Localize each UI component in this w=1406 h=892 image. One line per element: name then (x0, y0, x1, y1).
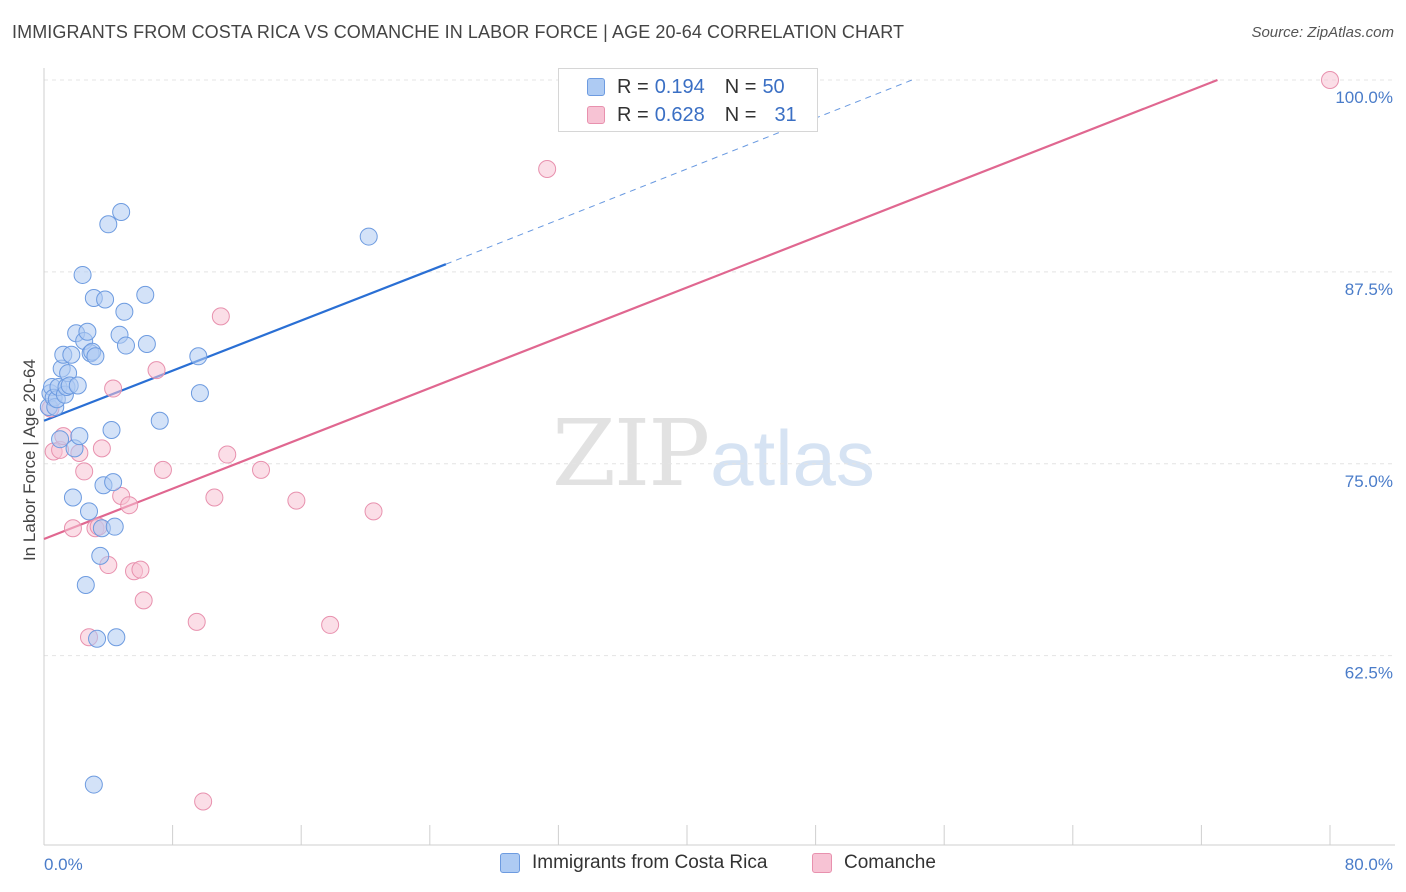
point-costa-rica (62, 345, 81, 364)
point-costa-rica (76, 576, 95, 595)
watermark-zip: ZIP (552, 400, 710, 507)
data-points (39, 71, 1339, 811)
source-label: Source: ZipAtlas.com (1251, 24, 1394, 41)
point-costa-rica (359, 227, 378, 246)
legend-label-comanche: Comanche (844, 852, 936, 873)
legend-n-value: 31 (774, 103, 797, 126)
point-costa-rica (51, 430, 70, 449)
legend-r-value: 0.194 (654, 75, 705, 98)
series-legend: Immigrants from Costa Rica Comanche (0, 852, 1406, 878)
point-costa-rica (116, 336, 135, 355)
legend-n-label: N = (724, 75, 757, 98)
grid-lines (44, 79, 1395, 657)
point-costa-rica (86, 347, 105, 366)
legend-item-costa-rica[interactable]: Immigrants from Costa Rica (500, 852, 767, 874)
point-comanche (194, 792, 213, 811)
point-comanche (75, 462, 94, 481)
point-costa-rica (189, 347, 208, 366)
point-comanche (153, 460, 172, 479)
chart-title: IMMIGRANTS FROM COSTA RICA VS COMANCHE I… (12, 22, 905, 42)
point-comanche (1321, 71, 1339, 89)
x-tick-label: 0.0% (44, 855, 83, 874)
point-costa-rica (104, 473, 123, 492)
legend-n-label: N = (724, 103, 757, 126)
legend-n-value: 50 (762, 75, 785, 98)
point-comanche (131, 560, 150, 579)
point-costa-rica (96, 290, 115, 309)
point-comanche (287, 491, 306, 510)
legend-swatch-blue (587, 78, 605, 96)
point-costa-rica (150, 411, 169, 430)
point-costa-rica (115, 302, 134, 321)
point-costa-rica (137, 335, 156, 354)
watermark: ZIPatlas (552, 400, 875, 507)
point-comanche (321, 615, 340, 634)
y-tick-label: 75.0% (1345, 472, 1393, 491)
watermark-atlas: atlas (710, 414, 875, 502)
point-costa-rica (73, 265, 92, 284)
axes (43, 68, 1395, 846)
x-tick-label: 80.0% (1345, 855, 1393, 874)
point-comanche (92, 439, 111, 458)
point-costa-rica (190, 384, 209, 403)
point-costa-rica (68, 376, 87, 395)
point-costa-rica (105, 517, 124, 536)
legend-swatch-pink (587, 106, 605, 124)
point-costa-rica (80, 502, 99, 521)
y-tick-label: 62.5% (1345, 664, 1393, 683)
point-costa-rica (70, 427, 89, 446)
trend-line-comanche (43, 78, 1218, 540)
point-costa-rica (99, 215, 118, 234)
point-costa-rica (136, 285, 155, 304)
point-comanche (211, 307, 230, 326)
trend-line-costa-rica (43, 263, 447, 422)
point-comanche (134, 591, 153, 610)
point-costa-rica (91, 546, 110, 565)
legend-r-label: R = (617, 103, 649, 126)
y-tick-label: 87.5% (1345, 280, 1393, 299)
point-comanche (187, 612, 206, 631)
point-comanche (104, 379, 123, 398)
legend-row-costa-rica: R = 0.194 N = 50 (559, 73, 785, 101)
point-comanche (364, 502, 383, 521)
point-costa-rica (78, 322, 97, 341)
legend-row-comanche: R = 0.628 N = 31 (559, 101, 797, 129)
point-costa-rica (63, 488, 82, 507)
legend-r-value: 0.628 (654, 103, 705, 126)
point-comanche (205, 488, 224, 507)
legend-item-comanche[interactable]: Comanche (812, 852, 936, 874)
point-comanche (120, 496, 139, 515)
point-costa-rica (102, 420, 121, 439)
y-tick-label: 100.0% (1335, 88, 1393, 107)
legend-swatch-pink (812, 853, 832, 873)
point-comanche (252, 460, 271, 479)
stats-legend: R = 0.194 N = 50 R = 0.628 N = 31 (558, 68, 818, 132)
point-comanche (147, 361, 166, 380)
point-comanche (538, 160, 557, 179)
point-costa-rica (88, 629, 107, 648)
legend-label-costa-rica: Immigrants from Costa Rica (532, 852, 768, 873)
point-costa-rica (107, 628, 126, 647)
point-comanche (218, 445, 237, 464)
point-costa-rica (112, 203, 131, 222)
tick-labels: 62.5% 75.0% 87.5% 100.0% 0.0% 80.0% (44, 88, 1393, 874)
point-costa-rica (84, 775, 103, 794)
point-comanche (63, 519, 82, 538)
legend-r-label: R = (617, 75, 649, 98)
legend-swatch-blue (500, 853, 520, 873)
